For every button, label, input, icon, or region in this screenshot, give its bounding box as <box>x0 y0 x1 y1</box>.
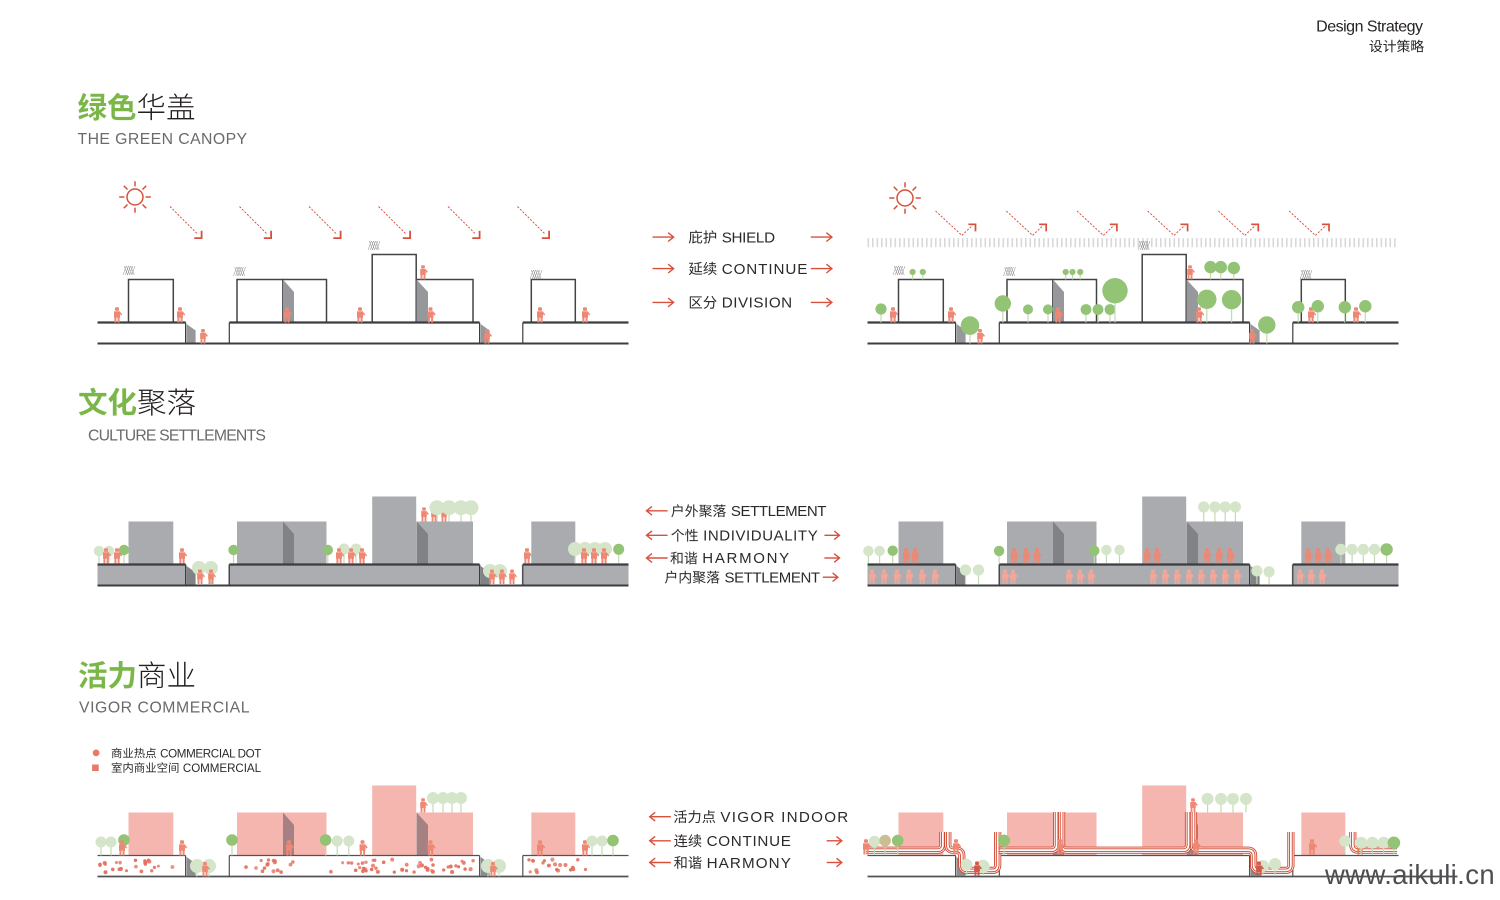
svg-text:SETTLEMENT: SETTLEMENT <box>725 569 820 586</box>
svg-text:VIGOR INDOOR: VIGOR INDOOR <box>720 809 849 826</box>
svg-text:Design Strategy: Design Strategy <box>1316 19 1423 36</box>
svg-text:www.aikuli.cn: www.aikuli.cn <box>1324 859 1495 890</box>
svg-text:VIGOR COMMERCIAL: VIGOR COMMERCIAL <box>79 700 250 717</box>
svg-text:CULTURE SETTLEMENTS: CULTURE SETTLEMENTS <box>88 427 265 444</box>
svg-text:HARMONY: HARMONY <box>702 550 791 567</box>
svg-text:SETTLEMENT: SETTLEMENT <box>731 503 826 520</box>
svg-text:INDIVIDUALITY: INDIVIDUALITY <box>703 528 818 545</box>
svg-text:HARMONY: HARMONY <box>707 855 792 872</box>
svg-text:COMMERCIAL: COMMERCIAL <box>183 762 262 775</box>
svg-text:SHIELD: SHIELD <box>722 229 775 246</box>
svg-text:CONTINUE: CONTINUE <box>722 261 809 278</box>
svg-text:DIVISION: DIVISION <box>722 295 793 312</box>
svg-text:THE GREEN CANOPY: THE GREEN CANOPY <box>78 131 248 148</box>
svg-text:COMMERCIAL DOT: COMMERCIAL DOT <box>160 747 261 760</box>
svg-text:CONTINUE: CONTINUE <box>707 833 792 850</box>
